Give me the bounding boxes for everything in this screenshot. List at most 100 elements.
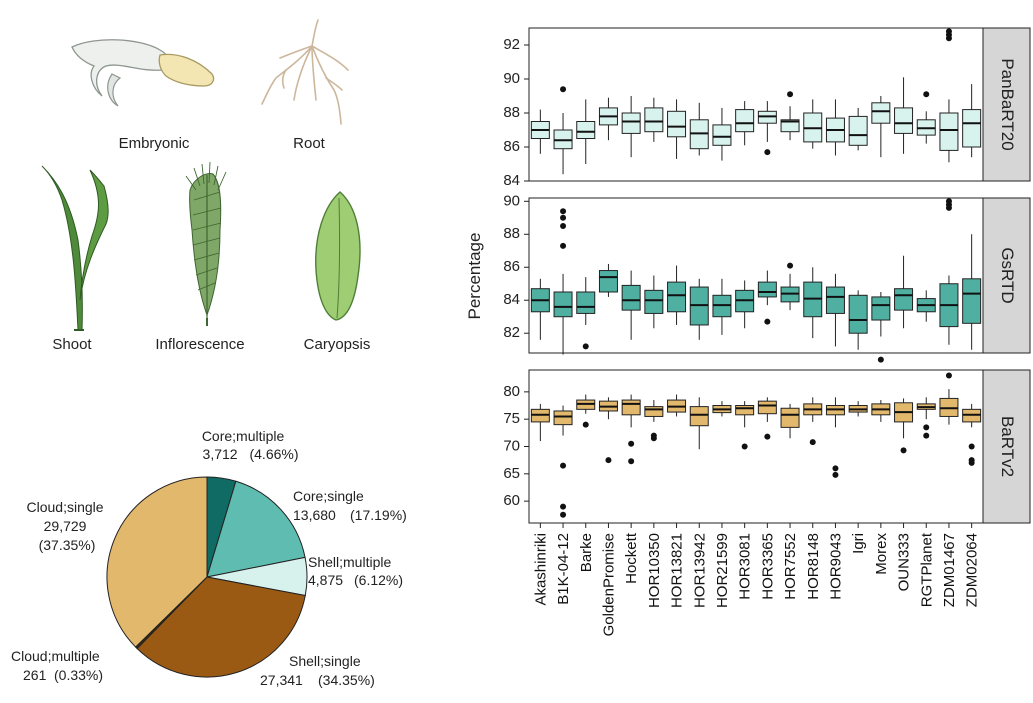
outlier-point xyxy=(560,511,567,518)
box-plot-chart: PanBaRT20 84 86 88 90 92 GsRTD 82 84 86 88 90 BaRTv2… xyxy=(503,27,1031,636)
x-tick-label: HOR3081 xyxy=(737,533,754,600)
y-tick-label: 90 xyxy=(503,70,520,87)
box xyxy=(621,112,641,134)
pie-label: Core;multiple 3,712 (4.66%) xyxy=(202,428,299,462)
panel-strip-label: GsRTD xyxy=(998,247,1017,303)
x-tick-label: HOR9043 xyxy=(827,533,844,600)
shoot-illustration: Shoot xyxy=(41,165,109,353)
box xyxy=(553,410,573,426)
root-icon xyxy=(261,19,349,125)
outlier-point xyxy=(560,503,567,510)
pie-label-pct: (37.35%) xyxy=(39,537,96,553)
boxplot-panel: GsRTD 82 84 86 88 90 xyxy=(503,192,1031,363)
outlier-point xyxy=(628,440,635,447)
pie-label-count: 4,875 xyxy=(308,572,343,588)
outlier-point xyxy=(923,91,930,98)
pie-label: Shell;single 27,341 (34.35%) xyxy=(260,653,375,688)
pie-label-name: Cloud;multiple xyxy=(11,648,100,664)
y-tick-label: 86 xyxy=(503,138,520,155)
outlier-point xyxy=(764,318,771,325)
box xyxy=(735,405,755,416)
box xyxy=(780,407,800,428)
pie-label-pct: (34.35%) xyxy=(318,672,375,688)
x-tick-label: Igri xyxy=(850,533,867,554)
boxplot-panel: PanBaRT20 84 86 88 90 92 xyxy=(503,27,1031,189)
pie-label-name: Shell;single xyxy=(289,653,361,669)
outlier-point xyxy=(900,447,907,454)
outlier-point xyxy=(787,262,794,269)
pie-label-name: Core;multiple xyxy=(202,428,285,444)
outlier-point xyxy=(560,214,567,221)
tissue-label: Shoot xyxy=(52,336,92,353)
y-tick-label: 88 xyxy=(503,104,520,121)
tissue-label: Caryopsis xyxy=(304,336,371,353)
outlier-point xyxy=(628,458,635,465)
panel-strip-label: PanBaRT20 xyxy=(998,58,1017,150)
outlier-point xyxy=(560,208,567,215)
box xyxy=(939,112,959,151)
x-tick-label: HOR7552 xyxy=(782,533,799,600)
pie-slice xyxy=(106,476,208,648)
outlier-point xyxy=(945,28,952,35)
y-tick-label: 92 xyxy=(503,36,520,53)
x-tick-label: HOR3365 xyxy=(759,533,776,600)
outlier-point xyxy=(582,421,589,428)
shoot-icon xyxy=(41,165,109,331)
x-tick-label: Barke xyxy=(578,533,595,572)
box xyxy=(712,124,732,146)
tissue-label: Root xyxy=(293,135,326,152)
x-tick-label: Morex xyxy=(873,533,890,575)
box xyxy=(757,281,777,298)
outlier-point xyxy=(560,462,567,469)
outlier-point xyxy=(809,439,816,446)
pie-label: Cloud;multiple 261 (0.33%) xyxy=(11,648,104,683)
x-tick-label: GoldenPromise xyxy=(600,533,617,636)
box xyxy=(871,296,891,321)
panel-strip xyxy=(982,27,1031,182)
pie-label-count: 29,729 xyxy=(44,518,87,534)
box xyxy=(735,109,755,133)
outlier-point xyxy=(741,443,748,450)
y-tick-label: 84 xyxy=(503,291,520,308)
pie-label-count: 261 xyxy=(23,667,47,683)
y-tick-label: 75 xyxy=(503,410,520,427)
pie-label-pct: (17.19%) xyxy=(350,507,407,523)
box xyxy=(621,399,641,416)
tissue-label: Inflorescence xyxy=(155,336,244,353)
pie-label-pct: (4.66%) xyxy=(249,446,298,462)
outlier-point xyxy=(877,356,884,363)
inflorescence-icon xyxy=(185,161,227,326)
y-tick-label: 90 xyxy=(503,192,520,209)
y-tick-label: 60 xyxy=(503,492,520,509)
boxplot-panel: BaRTv2 60 65 70 75 80 xyxy=(503,369,1031,524)
x-tick-label: OUN333 xyxy=(896,533,913,591)
x-tick-label: Akashinriki xyxy=(532,533,549,606)
pie-label: Core;single 13,680 (17.19%) xyxy=(293,488,407,523)
box xyxy=(825,286,845,314)
y-axis-label: Percentage xyxy=(465,233,484,320)
caryopsis-icon xyxy=(315,191,361,321)
outlier-point xyxy=(764,149,771,156)
x-tick-label: ZDM01467 xyxy=(941,533,958,607)
box xyxy=(962,278,982,324)
outlier-point xyxy=(560,242,567,249)
root-illustration: Root xyxy=(261,19,349,152)
outlier-point xyxy=(968,459,975,466)
tissue-label: Embryonic xyxy=(119,135,190,152)
pie-label: Shell;multiple 4,875 (6.12%) xyxy=(308,554,403,588)
box xyxy=(962,109,982,148)
pie-label-count: 13,680 xyxy=(293,507,336,523)
box xyxy=(894,107,914,134)
y-tick-label: 84 xyxy=(503,172,520,189)
outlier-point xyxy=(582,343,589,350)
outlier-point xyxy=(923,424,930,431)
x-tick-label: HOR13821 xyxy=(669,533,686,608)
outlier-point xyxy=(560,86,567,93)
box xyxy=(689,406,709,427)
y-tick-label: 70 xyxy=(503,437,520,454)
pie-label: Cloud;single 29,729 (37.35%) xyxy=(27,499,108,553)
x-tick-label: HOR21599 xyxy=(714,533,731,608)
x-tick-label: HOR8148 xyxy=(805,533,822,600)
pie-chart xyxy=(106,476,308,678)
